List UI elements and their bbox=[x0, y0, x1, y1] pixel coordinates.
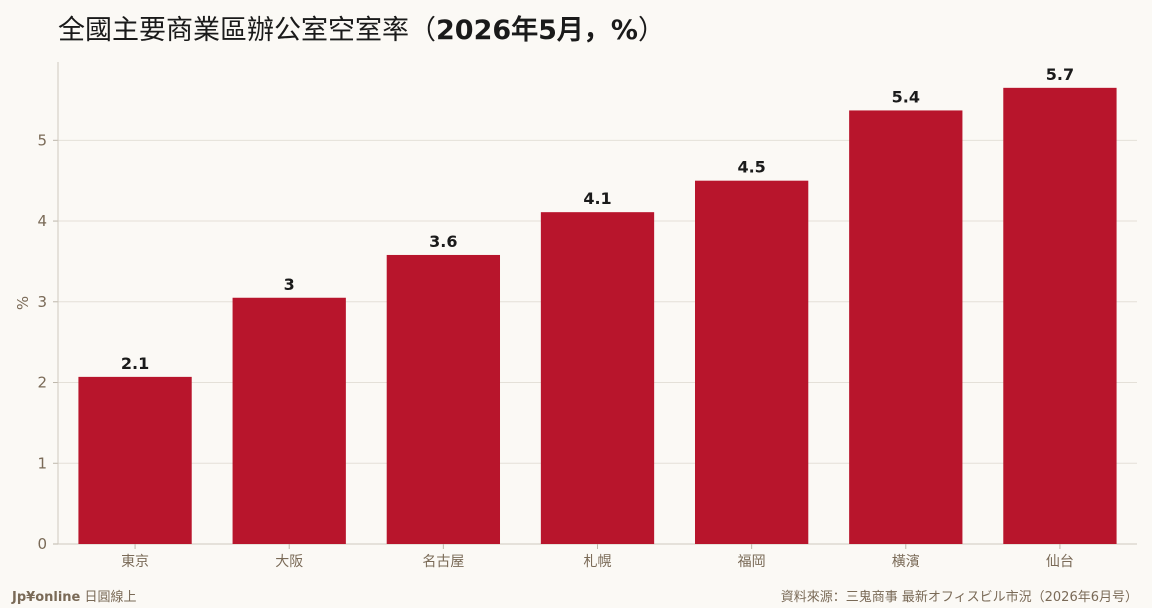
bar-7 bbox=[1003, 87, 1117, 544]
data-label: 3 bbox=[284, 275, 295, 294]
bar-2 bbox=[232, 297, 346, 544]
x-tick-label: 東京 bbox=[121, 554, 149, 570]
y-tick-label: 3 bbox=[37, 293, 47, 311]
y-tick-label: 4 bbox=[37, 212, 47, 230]
x-tick-label: 福岡 bbox=[738, 554, 766, 570]
title-prefix: 全國主要商業區辦公室空室率 bbox=[58, 15, 409, 46]
title-open-paren: （ bbox=[409, 15, 436, 46]
y-tick-label: 1 bbox=[37, 454, 47, 472]
bar-6 bbox=[849, 110, 963, 545]
x-tick-label: 大阪 bbox=[275, 554, 303, 570]
footer-source: 資料來源：三鬼商事 最新オフィスビル市況（2026年6月号） bbox=[780, 590, 1138, 605]
title-close-paren: ） bbox=[638, 15, 665, 46]
bar-1 bbox=[78, 376, 192, 544]
x-tick-label: 名古屋 bbox=[422, 554, 464, 570]
data-label: 4.1 bbox=[583, 189, 611, 208]
brand-suffix: 日圓線上 bbox=[84, 590, 137, 605]
data-label: 3.6 bbox=[429, 232, 457, 251]
y-tick-label: 2 bbox=[37, 374, 47, 392]
footer-brand: Jp¥online 日圓線上 bbox=[12, 586, 137, 605]
bar-3 bbox=[386, 254, 501, 544]
bar-5 bbox=[694, 180, 809, 544]
x-tick-label: 橫濱 bbox=[892, 554, 920, 570]
data-label: 2.1 bbox=[121, 354, 149, 373]
bar-4 bbox=[540, 212, 655, 545]
data-label: 5.4 bbox=[892, 87, 920, 106]
chart-title: 全國主要商業區辦公室空室率（2026年5月，%） bbox=[58, 8, 665, 47]
data-label: 5.7 bbox=[1046, 65, 1074, 84]
x-tick-label: 仙台 bbox=[1046, 554, 1074, 570]
y-axis-label: % bbox=[14, 296, 32, 310]
y-tick-label: 0 bbox=[37, 535, 47, 553]
y-tick-label: 5 bbox=[37, 131, 47, 149]
data-label: 4.5 bbox=[737, 158, 765, 177]
title-bold-part: 2026年5月，% bbox=[436, 15, 638, 46]
x-tick-label: 札幌 bbox=[584, 554, 612, 570]
brand-name: Jp¥online bbox=[12, 590, 81, 605]
